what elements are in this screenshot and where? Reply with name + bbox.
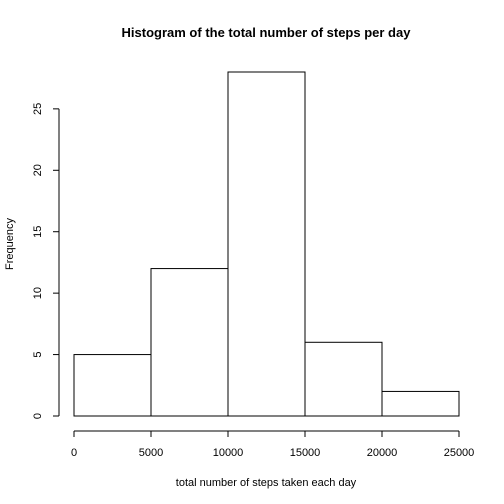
- y-tick-label-1: 5: [32, 352, 44, 358]
- histogram-bar-0: [73, 354, 152, 417]
- x-tick-label-4: 20000: [367, 447, 398, 459]
- x-tick-label-3: 15000: [290, 447, 321, 459]
- y-tick-label-3: 15: [32, 226, 44, 238]
- x-tick-label-5: 25000: [444, 447, 475, 459]
- histogram-bar-4: [381, 390, 460, 417]
- y-axis: 0 5 10 15 20 25: [32, 103, 60, 419]
- x-tick-label-2: 10000: [213, 447, 244, 459]
- x-axis-title: total number of steps taken each day: [176, 477, 357, 489]
- y-axis-title: Frequency: [4, 218, 16, 270]
- histogram-bar-2: [227, 71, 306, 417]
- y-tick-label-5: 25: [32, 103, 44, 115]
- y-tick-label-0: 0: [32, 413, 44, 419]
- y-tick-label-2: 10: [32, 287, 44, 299]
- y-tick-label-4: 20: [32, 164, 44, 176]
- histogram-bar-3: [304, 341, 383, 417]
- chart-title: Histogram of the total number of steps p…: [122, 25, 412, 40]
- x-tick-label-1: 5000: [139, 447, 163, 459]
- x-axis: 0 5000 10000 15000 20000 25000: [71, 430, 475, 459]
- histogram-bar-1: [150, 268, 229, 417]
- bars-group: [73, 71, 460, 417]
- x-tick-label-0: 0: [71, 447, 77, 459]
